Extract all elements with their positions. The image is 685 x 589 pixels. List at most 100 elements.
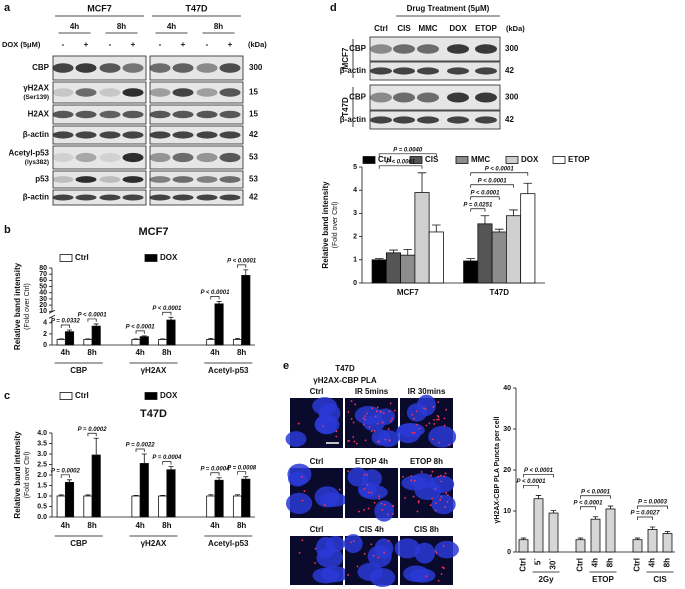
row-label: β-actin	[23, 130, 49, 139]
pla-dot	[392, 513, 394, 515]
band	[52, 110, 74, 119]
pla-dot	[298, 551, 301, 554]
pla-dot	[412, 495, 415, 498]
blot-strip	[52, 145, 147, 170]
pla-dot	[350, 541, 353, 544]
band	[447, 92, 469, 103]
pla-dot	[378, 495, 381, 498]
significance-bracket	[580, 495, 611, 499]
y-tick-label: 2.0	[37, 472, 47, 479]
pla-dot	[382, 412, 385, 415]
pla-dot	[441, 566, 444, 569]
pla-dot	[363, 508, 366, 511]
bar	[477, 223, 493, 284]
band	[196, 110, 218, 119]
bar	[158, 495, 168, 518]
nucleus	[374, 500, 394, 522]
treatment-sign: -	[109, 40, 112, 49]
bar	[232, 495, 243, 518]
kda-label: 300	[505, 93, 519, 102]
nucleus	[325, 536, 345, 553]
pla-dot	[413, 479, 416, 482]
kda-label: 15	[249, 110, 258, 119]
nucleus	[285, 431, 307, 447]
pla-dot	[373, 429, 376, 432]
legend-swatch	[144, 392, 158, 400]
y-axis-label-note: (Fold over Ctrl)	[24, 283, 31, 330]
group-label: CIS	[653, 575, 667, 584]
pla-dot	[367, 507, 370, 510]
row-label: H2AX	[28, 110, 50, 119]
panel-label: a	[4, 2, 11, 14]
y-tick-label: 0	[353, 280, 357, 287]
pla-dot	[437, 579, 440, 582]
x-tick-label: Ctrl	[576, 558, 585, 572]
x-tick-label: 8h	[237, 521, 246, 530]
band	[370, 44, 392, 54]
pla-dot	[350, 400, 353, 402]
band	[393, 116, 415, 124]
pla-dot	[348, 439, 350, 442]
band	[475, 92, 497, 103]
kda-label: 42	[249, 193, 258, 202]
significance-bracket	[523, 474, 554, 478]
kda-label: 42	[505, 66, 514, 75]
nucleus	[394, 538, 421, 559]
band	[172, 63, 194, 73]
error-bar	[160, 338, 166, 340]
bar	[463, 260, 479, 284]
p-value: P = 0.0002	[51, 468, 81, 474]
pla-dot	[440, 496, 443, 498]
pla-dot	[446, 494, 449, 497]
nucleus	[371, 429, 391, 446]
pla-dot	[381, 509, 384, 511]
legend-swatch	[362, 156, 376, 164]
significance-bracket	[637, 516, 653, 520]
pla-dot	[383, 551, 386, 554]
x-tick-label: 4h	[648, 558, 657, 567]
error-bar	[168, 316, 174, 321]
bar	[56, 495, 66, 518]
error-bar	[216, 477, 222, 481]
p-value: P = 0.0003	[638, 500, 668, 506]
pla-dot	[443, 475, 446, 478]
pla-dot	[448, 443, 451, 446]
pla-dot	[358, 510, 360, 513]
y-axis-label: γH2AX-CBP PLA Puncta per cell	[494, 416, 501, 523]
error-bar	[577, 537, 584, 540]
band	[417, 116, 439, 124]
y-tick-label: 60	[39, 277, 47, 284]
error-bar	[243, 476, 249, 480]
bar	[590, 518, 601, 553]
blot-strip	[52, 170, 147, 189]
band	[149, 176, 171, 183]
legend-label: Ctrl	[75, 253, 89, 262]
axis-break	[48, 309, 56, 314]
band	[122, 131, 144, 139]
image-label: ETOP 8h	[410, 457, 443, 466]
band	[196, 194, 218, 201]
x-tick-label: 30`	[549, 558, 558, 570]
pla-dot	[383, 503, 386, 506]
nucleus	[320, 566, 349, 583]
pla-dot	[368, 426, 371, 428]
pla-dot	[373, 501, 376, 504]
chart-title: T47D	[140, 408, 167, 420]
legend-label: DOX	[160, 253, 178, 262]
band	[52, 152, 74, 163]
bar	[241, 478, 251, 518]
band	[417, 44, 439, 54]
y-tick-label: 4.0	[37, 430, 47, 437]
band	[99, 110, 121, 119]
blot-header: Drug Treatment (5μM)	[407, 4, 490, 13]
band	[219, 176, 241, 183]
significance-bracket	[135, 448, 145, 452]
bar	[647, 529, 658, 553]
pla-dot	[371, 407, 374, 410]
legend-swatch	[59, 392, 73, 400]
band	[370, 116, 392, 124]
pla-dot	[335, 430, 338, 433]
pla-dot	[379, 410, 382, 413]
y-tick-label: 3.5	[37, 440, 47, 447]
treatment-sign: -	[62, 40, 65, 49]
